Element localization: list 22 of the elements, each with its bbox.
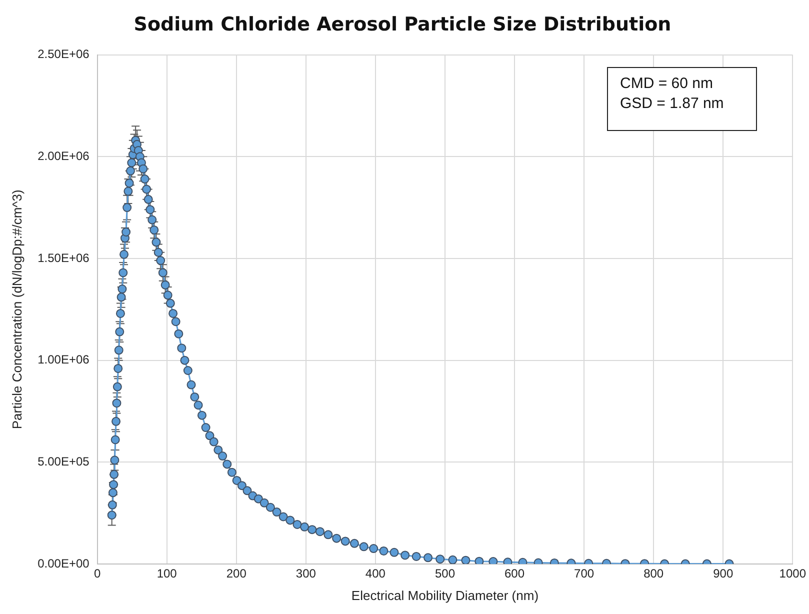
- y-tick-label: 2.50E+06: [38, 47, 90, 62]
- x-tick-label: 700: [574, 566, 594, 581]
- x-axis-title: Electrical Mobility Diameter (nm): [351, 588, 539, 603]
- annotation: CMD = 60 nm: [620, 74, 714, 94]
- y-tick-label: 0.00E+00: [38, 556, 90, 570]
- x-tick-label: 1000: [779, 566, 806, 581]
- x-tick-label: 500: [434, 566, 456, 581]
- y-tick-label: 5.00E+05: [38, 454, 90, 468]
- y-tick-label: 1.00E+06: [38, 352, 90, 367]
- x-tick-label: 0: [94, 566, 101, 581]
- x-tick-label: 600: [504, 566, 525, 581]
- y-tick-label: 2.00E+06: [38, 148, 90, 163]
- y-axis-title: Particle Concentration (dN/logDp:#/cm^3): [9, 190, 24, 430]
- x-tick-label: 800: [644, 566, 664, 581]
- x-tick-label: 300: [296, 566, 316, 581]
- x-tick-label: 400: [365, 566, 386, 581]
- x-tick-label: 900: [713, 566, 734, 581]
- chart-title: Sodium Chloride Aerosol Particle Size Distribution: [134, 13, 672, 36]
- x-tick-label: 200: [226, 566, 247, 581]
- annotation: GSD = 1.87 nm: [620, 94, 725, 114]
- x-tick-label: 100: [156, 566, 178, 581]
- y-tick-label: 1.50E+06: [38, 250, 90, 265]
